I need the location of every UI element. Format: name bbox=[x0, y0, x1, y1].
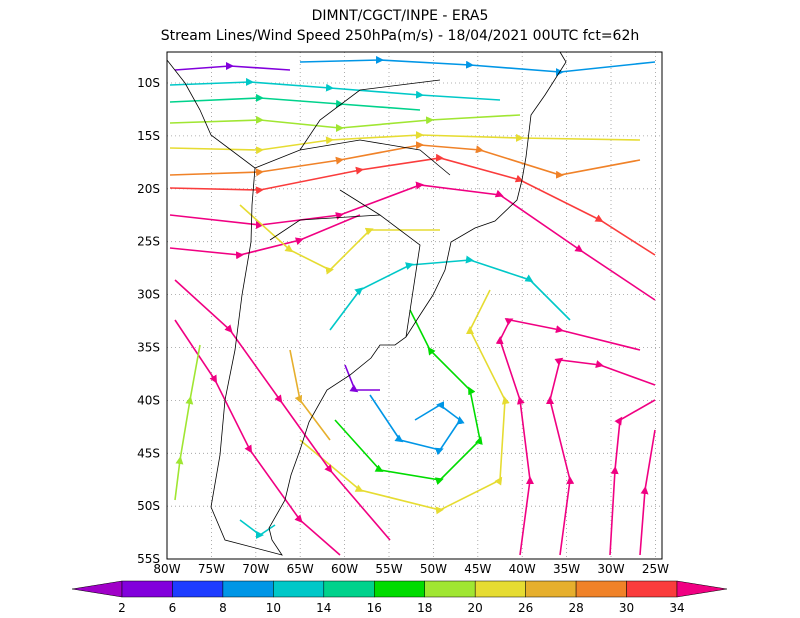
colorbar-segment bbox=[424, 580, 476, 598]
colorbar-label: 16 bbox=[367, 601, 382, 615]
lon-label: 55W bbox=[375, 562, 402, 576]
borders bbox=[254, 79, 451, 338]
lon-label: 30W bbox=[597, 562, 624, 576]
lat-label: 25S bbox=[137, 235, 160, 249]
streamlines bbox=[169, 55, 656, 556]
colorbar-segment bbox=[525, 580, 577, 598]
subtitle: Stream Lines/Wind Speed 250hPa(m/s) - 18… bbox=[161, 28, 639, 44]
lon-label: 25W bbox=[642, 562, 669, 576]
lat-label: 20S bbox=[137, 182, 160, 196]
title: DIMNT/CGCT/INPE - ERA5 bbox=[312, 8, 489, 24]
colorbar-label: 26 bbox=[518, 601, 533, 615]
lat-label: 40S bbox=[137, 393, 160, 407]
colorbar-end bbox=[71, 580, 123, 598]
lon-label: 45W bbox=[464, 562, 491, 576]
lon-label: 50W bbox=[420, 562, 447, 576]
lon-label: 60W bbox=[331, 562, 358, 576]
lat-label: 35S bbox=[137, 341, 160, 355]
colorbar-label: 18 bbox=[417, 601, 432, 615]
colorbar-segment bbox=[474, 580, 526, 598]
lon-label: 80W bbox=[153, 562, 180, 576]
lat-label: 45S bbox=[137, 446, 160, 460]
lat-label: 15S bbox=[137, 129, 160, 143]
colorbar-label: 30 bbox=[619, 601, 634, 615]
lat-label: 55S bbox=[137, 552, 160, 566]
colorbar-segment bbox=[374, 580, 425, 598]
colorbar-segment bbox=[172, 580, 224, 598]
colorbar-label: 14 bbox=[316, 601, 331, 615]
colorbar-segment bbox=[121, 580, 173, 598]
colorbar-segment bbox=[323, 580, 375, 598]
colorbar-label: 20 bbox=[468, 601, 483, 615]
colorbar-label: 28 bbox=[568, 601, 583, 615]
colorbar: 2 6 8 10 14 16 18 20 26 28 30 34 bbox=[71, 580, 728, 615]
lon-label: 40W bbox=[509, 562, 536, 576]
colorbar-label: 6 bbox=[169, 601, 177, 615]
colorbar-segment bbox=[626, 580, 678, 598]
lat-label: 50S bbox=[137, 499, 160, 513]
colorbar-segment bbox=[575, 580, 627, 598]
coastline bbox=[166, 51, 567, 556]
grid bbox=[167, 52, 662, 559]
colorbar-segment bbox=[273, 580, 325, 598]
lon-label: 35W bbox=[553, 562, 580, 576]
colorbar-segment bbox=[222, 580, 274, 598]
lat-label: 30S bbox=[137, 288, 160, 302]
lon-label: 75W bbox=[198, 562, 225, 576]
lon-label: 70W bbox=[242, 562, 269, 576]
lat-label: 10S bbox=[137, 76, 160, 90]
map-frame bbox=[166, 51, 663, 560]
colorbar-end bbox=[676, 580, 728, 598]
colorbar-label: 34 bbox=[669, 601, 684, 615]
colorbar-label: 8 bbox=[219, 601, 227, 615]
colorbar-label: 10 bbox=[266, 601, 281, 615]
lon-label: 65W bbox=[287, 562, 314, 576]
colorbar-label: 2 bbox=[118, 601, 126, 615]
